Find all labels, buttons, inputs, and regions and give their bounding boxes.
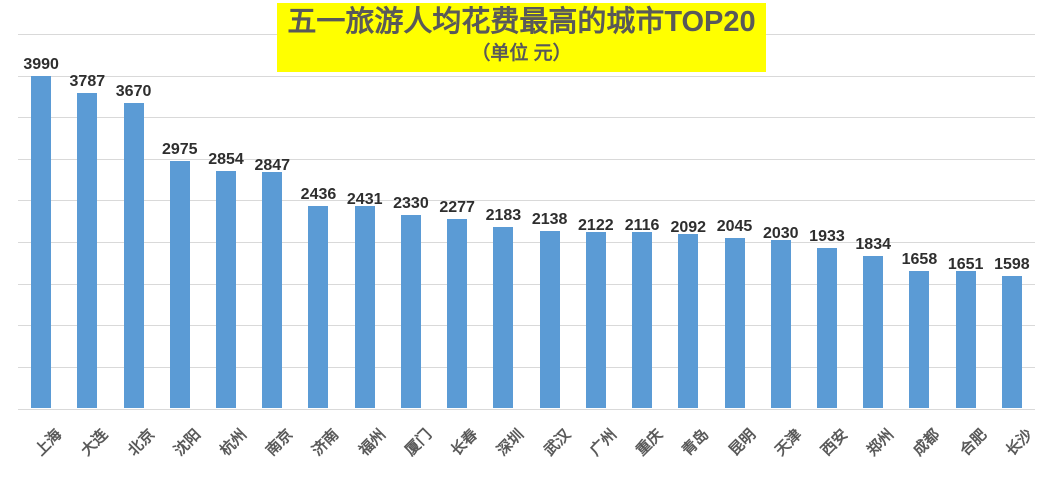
category-label: 大连 bbox=[78, 426, 112, 460]
bar bbox=[447, 219, 468, 409]
value-label: 3787 bbox=[69, 73, 106, 91]
bar bbox=[724, 238, 745, 409]
category-label: 深圳 bbox=[494, 426, 528, 460]
category-label: 北京 bbox=[124, 426, 158, 460]
category-label: 昆明 bbox=[725, 426, 759, 460]
value-label: 2030 bbox=[762, 224, 799, 242]
gridline bbox=[18, 117, 1035, 119]
bar bbox=[678, 234, 699, 409]
bar bbox=[354, 206, 375, 409]
value-label: 1658 bbox=[901, 250, 938, 268]
category-label: 沈阳 bbox=[170, 426, 204, 460]
category-label: 青岛 bbox=[679, 426, 713, 460]
value-label: 2975 bbox=[161, 140, 198, 158]
value-label: 2330 bbox=[393, 194, 429, 212]
value-label: 2847 bbox=[254, 156, 291, 174]
gridline bbox=[18, 200, 1035, 202]
value-label: 2122 bbox=[578, 216, 614, 234]
category-label: 济南 bbox=[309, 426, 343, 460]
chart-subtitle: （单位 元） bbox=[471, 43, 572, 64]
category-label: 成都 bbox=[910, 426, 944, 460]
bar bbox=[493, 226, 514, 409]
value-label: 1651 bbox=[947, 256, 984, 274]
value-label: 1834 bbox=[855, 235, 891, 253]
category-label: 郑州 bbox=[864, 426, 898, 460]
category-label: 南京 bbox=[263, 426, 297, 460]
category-label: 长春 bbox=[448, 426, 482, 460]
category-label: 福州 bbox=[355, 426, 389, 460]
category-label: 上海 bbox=[32, 426, 66, 460]
bar bbox=[770, 239, 791, 409]
gridline bbox=[18, 325, 1035, 327]
category-label: 杭州 bbox=[216, 426, 251, 460]
category-label: 天津 bbox=[771, 426, 805, 460]
bar bbox=[632, 232, 653, 409]
gridline bbox=[18, 75, 1035, 77]
bar bbox=[1001, 275, 1022, 409]
bar bbox=[31, 76, 52, 409]
value-label: 1933 bbox=[809, 227, 845, 245]
value-label: 3670 bbox=[115, 83, 152, 101]
bar bbox=[77, 93, 98, 409]
gridline bbox=[18, 366, 1035, 368]
value-label: 2183 bbox=[485, 206, 522, 224]
bar bbox=[816, 247, 837, 409]
value-label: 2116 bbox=[624, 217, 660, 235]
bar bbox=[400, 214, 421, 409]
value-label: 2436 bbox=[300, 185, 337, 203]
bar bbox=[123, 103, 144, 409]
bar bbox=[262, 171, 283, 409]
value-label: 3990 bbox=[23, 56, 59, 74]
gridline bbox=[18, 158, 1035, 160]
value-label: 1598 bbox=[994, 255, 1030, 273]
category-label: 厦门 bbox=[401, 426, 436, 460]
bar bbox=[539, 230, 560, 409]
value-label: 2092 bbox=[670, 219, 707, 237]
bar bbox=[216, 170, 237, 409]
bar bbox=[169, 160, 190, 409]
value-label: 2045 bbox=[716, 218, 753, 236]
chart-title: 五一旅游人均花费最高的城市TOP20 bbox=[287, 6, 756, 38]
category-label: 长沙 bbox=[1002, 426, 1037, 460]
value-label: 2854 bbox=[208, 150, 244, 168]
bar bbox=[585, 231, 606, 409]
category-label: 重庆 bbox=[632, 426, 667, 460]
category-label: 西安 bbox=[817, 426, 852, 460]
bar bbox=[955, 271, 976, 409]
category-label: 武汉 bbox=[540, 426, 574, 460]
value-label: 2138 bbox=[531, 210, 568, 228]
bar bbox=[308, 205, 329, 409]
value-label: 2277 bbox=[439, 199, 475, 216]
gridline bbox=[18, 408, 1035, 410]
value-label: 2431 bbox=[346, 191, 383, 209]
category-label: 合肥 bbox=[956, 426, 990, 460]
bar bbox=[909, 270, 930, 409]
title-banner: 五一旅游人均花费最高的城市TOP20 （单位 元） bbox=[277, 3, 766, 72]
gridline bbox=[18, 283, 1035, 285]
gridline bbox=[18, 242, 1035, 244]
bar bbox=[863, 255, 884, 409]
category-label: 广州 bbox=[586, 426, 620, 460]
